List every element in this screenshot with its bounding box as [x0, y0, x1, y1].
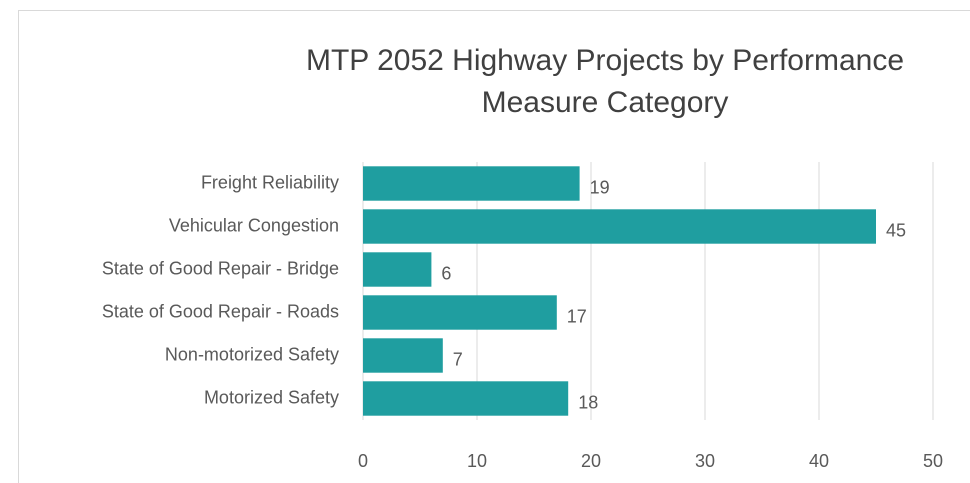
x-tick-label: 30 [695, 451, 715, 471]
chart-title: MTP 2052 Highway Projects by Performance… [305, 44, 905, 119]
x-tick-label: 10 [467, 451, 487, 471]
y-tick-label: Motorized Safety [204, 387, 339, 407]
y-tick-label: State of Good Repair - Roads [102, 301, 339, 321]
y-tick-label: Freight Reliability [201, 172, 339, 192]
x-tick-label: 50 [923, 451, 943, 471]
y-tick-label: State of Good Repair - Bridge [102, 258, 339, 278]
bar [363, 381, 569, 416]
data-label: 18 [578, 392, 598, 412]
bar [363, 252, 432, 287]
data-label: 17 [567, 306, 587, 326]
y-tick-label: Non-motorized Safety [165, 344, 339, 364]
data-label: 19 [590, 177, 610, 197]
chart-frame [18, 10, 970, 483]
bar [363, 338, 443, 373]
y-tick-label: Vehicular Congestion [169, 215, 339, 235]
bar [363, 166, 580, 201]
bar [363, 295, 557, 330]
x-tick-label: 40 [809, 451, 829, 471]
data-label: 45 [886, 220, 906, 240]
bar [363, 209, 876, 244]
x-tick-label: 0 [358, 451, 368, 471]
data-label: 6 [441, 263, 451, 283]
x-tick-label: 20 [581, 451, 601, 471]
data-label: 7 [453, 349, 463, 369]
